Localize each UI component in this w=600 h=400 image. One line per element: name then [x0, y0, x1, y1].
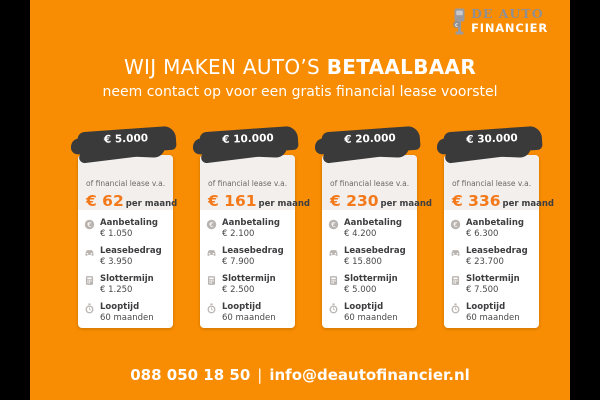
detail-item: € Aanbetaling € 4.200 — [328, 218, 411, 241]
card-header: of financial lease v.a. € 336 per maand — [444, 155, 554, 210]
per-month-label: per maand — [380, 199, 433, 209]
brand-logo: € DE AUTO FINANCIER — [453, 6, 548, 38]
svg-text:€: € — [453, 220, 458, 229]
calculator-icon — [328, 275, 339, 286]
detail-item: Leasebedrag € 3.950 — [84, 246, 167, 269]
flyer-content: € DE AUTO FINANCIER WIJ MAKEN AUTO’S BET… — [30, 0, 570, 400]
amount-badge: € 20.000 — [314, 125, 421, 164]
detail-item: Looptijd 60 maanden — [84, 302, 167, 325]
detail-item: € Aanbetaling € 6.300 — [450, 218, 533, 241]
euro-coin-icon: € — [328, 219, 339, 230]
amount-badge: € 10.000 — [192, 125, 299, 164]
detail-item: Leasebedrag € 7.900 — [206, 246, 289, 269]
main-title-bold: BETAALBAAR — [326, 55, 477, 79]
amount-badge: € 30.000 — [436, 125, 543, 164]
price-row: € 230 per maand — [330, 191, 432, 210]
email-address: info@deautofinancier.nl — [269, 366, 470, 384]
footer-separator: | — [257, 366, 263, 384]
phone-number: 088 050 18 50 — [130, 366, 251, 384]
detail-item: Looptijd 60 maanden — [328, 302, 411, 325]
lease-label: of financial lease v.a. — [208, 179, 288, 188]
detail-item: Leasebedrag € 15.800 — [328, 246, 411, 269]
card-details-list: € Aanbetaling € 4.200 Leasebedrag € 15.8… — [322, 210, 417, 325]
calculator-icon — [84, 275, 95, 286]
stopwatch-icon — [328, 303, 339, 314]
stopwatch-icon — [450, 303, 461, 314]
lease-label: of financial lease v.a. — [452, 179, 532, 188]
card-header: of financial lease v.a. € 161 per maand — [200, 155, 310, 210]
detail-item: € Aanbetaling € 1.050 — [84, 218, 167, 241]
per-month-label: per maand — [258, 199, 311, 209]
euro-coin-icon: € — [206, 219, 217, 230]
lease-card-1: € 5.000 of financial lease v.a. € 62 per … — [70, 125, 177, 328]
card-details-list: € Aanbetaling € 1.050 Leasebedrag € 3.95… — [78, 210, 173, 325]
main-title: WIJ MAKEN AUTO’S BETAALBAAR — [30, 55, 570, 79]
contact-footer: 088 050 18 50 | info@deautofinancier.nl — [30, 366, 570, 384]
svg-text:€: € — [87, 220, 92, 229]
price-row: € 336 per maand — [452, 191, 554, 210]
price-row: € 161 per maand — [208, 191, 310, 210]
car-icon — [206, 247, 217, 258]
svg-text:€: € — [455, 23, 459, 29]
car-icon — [84, 247, 95, 258]
detail-item: Slottermijn € 1.250 — [84, 274, 167, 297]
stopwatch-icon — [206, 303, 217, 314]
per-month-label: per maand — [125, 199, 178, 209]
card-header: of financial lease v.a. € 62 per maand — [78, 155, 177, 210]
detail-item: Leasebedrag € 23.700 — [450, 246, 533, 269]
svg-text:€: € — [331, 220, 336, 229]
monthly-price: € 230 — [330, 192, 379, 210]
card-details-list: € Aanbetaling € 2.100 Leasebedrag € 7.90… — [200, 210, 295, 325]
car-icon — [450, 247, 461, 258]
euro-coin-icon: € — [450, 219, 461, 230]
lease-card-4: € 30.000 of financial lease v.a. € 336 pe… — [436, 125, 554, 328]
main-title-regular: WIJ MAKEN AUTO’S — [123, 55, 321, 79]
price-row: € 62 per maand — [86, 191, 177, 210]
calculator-icon — [206, 275, 217, 286]
brand-name-bottom: FINANCIER — [471, 20, 548, 35]
lease-label: of financial lease v.a. — [86, 179, 166, 188]
stopwatch-icon — [84, 303, 95, 314]
lease-card-2: € 10.000 of financial lease v.a. € 161 pe… — [192, 125, 310, 328]
detail-item: Slottermijn € 5.000 — [328, 274, 411, 297]
euro-coin-icon: € — [84, 219, 95, 230]
lease-card-3: € 20.000 of financial lease v.a. € 230 pe… — [314, 125, 432, 328]
brand-name-top: DE AUTO — [471, 6, 544, 21]
monthly-price: € 336 — [452, 192, 501, 210]
lease-label: of financial lease v.a. — [330, 179, 410, 188]
detail-item: Slottermijn € 2.500 — [206, 274, 289, 297]
per-month-label: per maand — [502, 199, 555, 209]
card-details-list: € Aanbetaling € 6.300 Leasebedrag € 23.7… — [444, 210, 539, 325]
pricing-cards-row: € 5.000 of financial lease v.a. € 62 per … — [70, 125, 554, 328]
detail-item: Looptijd 60 maanden — [450, 302, 533, 325]
amount-badge: € 5.000 — [70, 125, 177, 164]
monthly-price: € 62 — [86, 192, 124, 210]
detail-item: Looptijd 60 maanden — [206, 302, 289, 325]
car-icon — [328, 247, 339, 258]
svg-text:€: € — [209, 220, 214, 229]
detail-item: Slottermijn € 7.500 — [450, 274, 533, 297]
detail-item: € Aanbetaling € 2.100 — [206, 218, 289, 241]
parking-meter-icon: € — [453, 8, 466, 38]
card-header: of financial lease v.a. € 230 per maand — [322, 155, 432, 210]
calculator-icon — [450, 275, 461, 286]
monthly-price: € 161 — [208, 192, 257, 210]
brand-name: DE AUTO FINANCIER — [471, 6, 548, 35]
subtitle: neem contact op voor een gratis financia… — [102, 84, 498, 100]
